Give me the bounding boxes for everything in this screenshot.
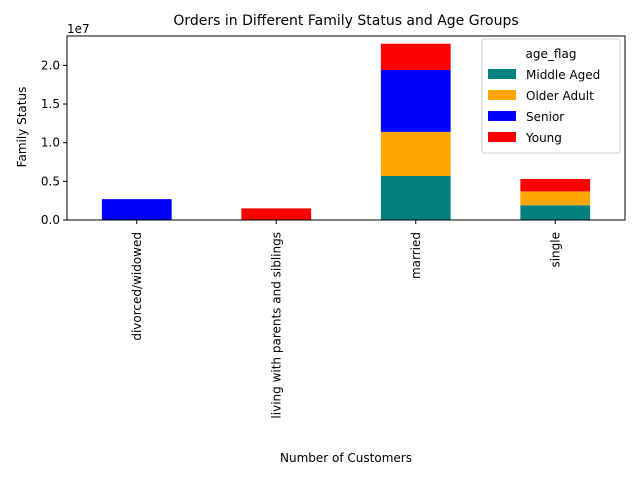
legend-swatch (488, 90, 516, 100)
bar-2-series-0 (381, 176, 451, 220)
x-tick-label: married (409, 232, 423, 279)
legend-title: age_flag (526, 47, 577, 61)
legend: age_flag Middle Aged Older Adult Senior You… (482, 39, 620, 153)
y-axis-offset-label: 1e7 (67, 22, 90, 36)
bar-0-series-2 (102, 199, 172, 220)
legend-label: Young (525, 131, 562, 145)
legend-label: Senior (526, 110, 564, 124)
bar-2-series-3 (381, 44, 451, 70)
bar-3-series-0 (520, 205, 590, 220)
bar-1-series-3 (241, 208, 311, 220)
y-tick-label: 1.5 (41, 97, 60, 111)
y-tick-label: 2.0 (41, 58, 60, 72)
y-tick-label: 1.0 (41, 136, 60, 150)
bar-2-series-1 (381, 132, 451, 176)
legend-swatch (488, 69, 516, 79)
x-tick-label: divorced/widowed (130, 232, 144, 341)
y-ticks: 0.0 0.5 1.0 1.5 2.0 (41, 58, 67, 227)
chart-title: Orders in Different Family Status and Ag… (173, 13, 518, 29)
legend-swatch (488, 111, 516, 121)
x-ticks: divorced/widowed living with parents and … (130, 220, 563, 419)
bar-3-series-3 (520, 179, 590, 191)
y-axis-label: Family Status (15, 87, 29, 168)
bar-3-series-1 (520, 191, 590, 205)
x-tick-label: single (548, 232, 562, 268)
x-tick-label: living with parents and siblings (269, 232, 283, 419)
y-tick-label: 0.5 (41, 174, 60, 188)
bar-2-series-2 (381, 70, 451, 132)
y-tick-label: 0.0 (41, 213, 60, 227)
legend-swatch (488, 132, 516, 142)
x-axis-label: Number of Customers (280, 451, 412, 465)
legend-label: Middle Aged (526, 68, 600, 82)
legend-label: Older Adult (526, 89, 594, 103)
